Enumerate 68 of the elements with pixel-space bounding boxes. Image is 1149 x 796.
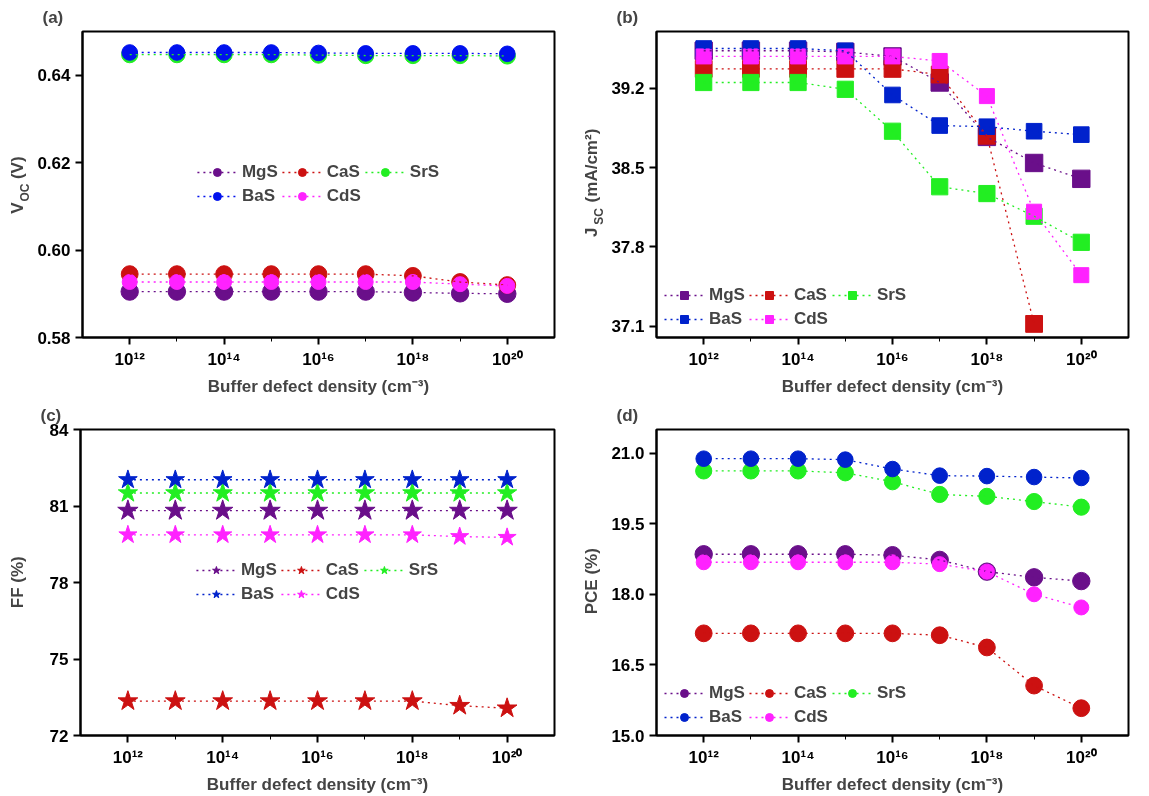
x-tick-label: 10²⁰: [492, 349, 523, 369]
chart-title: (d): [616, 405, 639, 425]
x-tick-label: 10¹⁸: [970, 349, 1004, 369]
x-tick-label: 10²⁰: [1066, 349, 1097, 369]
legend-label: CdS: [793, 707, 828, 727]
legend-label: CaS: [325, 560, 359, 580]
legend-label: MgS: [241, 162, 278, 182]
chart-title: (b): [616, 7, 639, 27]
y-tick-label: 72: [49, 726, 69, 746]
y-tick-label: 78: [49, 573, 69, 593]
y-tick-label: 0.62: [37, 153, 71, 173]
legend-label: SrS: [409, 162, 440, 182]
y-tick-label: 0.60: [37, 241, 71, 261]
legend-label: BaS: [709, 707, 743, 727]
x-tick-label: 10¹⁸: [396, 349, 430, 369]
legend-label: CaS: [793, 683, 827, 703]
x-axis-title: Buffer defect density (cm⁻³): [206, 774, 429, 794]
x-tick-label: 10¹⁶: [876, 747, 909, 767]
legend-label: MgS: [240, 560, 277, 580]
legend-label: SrS: [408, 560, 439, 580]
legend-label: BaS: [709, 309, 743, 329]
x-tick-label: 10¹⁸: [970, 747, 1004, 767]
chart-title: (a): [42, 7, 64, 27]
y-tick-label: 75: [49, 650, 69, 669]
y-tick-label: 38.5: [611, 158, 645, 178]
y-axis-title: JSC (mA/cm²): [581, 128, 606, 237]
x-tick-label: 10¹²: [112, 747, 144, 767]
x-tick-label: 10¹⁶: [302, 349, 335, 369]
legend-label: CdS: [326, 186, 361, 206]
x-tick-label: 10¹⁸: [396, 747, 429, 767]
y-tick-label: 15.0: [611, 726, 645, 746]
y-tick-label: 81: [49, 497, 69, 516]
x-tick-label: 10¹⁴: [207, 349, 241, 369]
x-tick-label: 10¹⁶: [876, 349, 909, 369]
x-axis-title: Buffer defect density (cm⁻³): [207, 376, 430, 396]
x-tick-label: 10²⁰: [1066, 747, 1097, 767]
x-axis-title: Buffer defect density (cm⁻³): [781, 774, 1004, 794]
legend-label: BaS: [241, 186, 275, 206]
y-tick-label: 37.8: [611, 237, 645, 257]
legend-label: BaS: [240, 584, 274, 604]
legend-label: CaS: [793, 285, 827, 305]
legend-label: CaS: [326, 162, 360, 182]
x-tick-label: 10¹⁴: [781, 349, 815, 369]
x-axis-title: Buffer defect density (cm⁻³): [781, 376, 1004, 396]
x-tick-label: 10¹²: [688, 747, 720, 767]
legend-label: SrS: [876, 285, 907, 305]
y-tick-label: 37.1: [611, 317, 645, 337]
legend-label: CdS: [325, 584, 360, 604]
y-tick-label: 16.5: [611, 655, 645, 675]
y-tick-label: 0.64: [37, 66, 72, 86]
legend-label: SrS: [876, 683, 907, 703]
legend-label: MgS: [709, 285, 745, 305]
y-tick-label: 19.5: [611, 514, 645, 534]
y-axis-title: VOC (V): [7, 156, 32, 214]
y-tick-label: 39.2: [611, 79, 645, 99]
x-tick-label: 10¹²: [114, 349, 146, 369]
x-tick-label: 10¹⁴: [206, 747, 240, 767]
legend-label: MgS: [709, 683, 745, 703]
x-tick-label: 10¹⁴: [781, 747, 815, 767]
y-axis-title: FF (%): [7, 556, 27, 609]
y-axis-title: PCE (%): [581, 548, 601, 615]
y-tick-label: 21.0: [611, 444, 645, 464]
x-tick-label: 10²⁰: [491, 747, 523, 767]
x-tick-label: 10¹²: [688, 349, 720, 369]
x-tick-label: 10¹⁶: [301, 747, 334, 767]
y-tick-label: 0.58: [37, 328, 71, 348]
legend-label: CdS: [793, 309, 828, 329]
y-tick-label: 18.0: [611, 585, 645, 605]
